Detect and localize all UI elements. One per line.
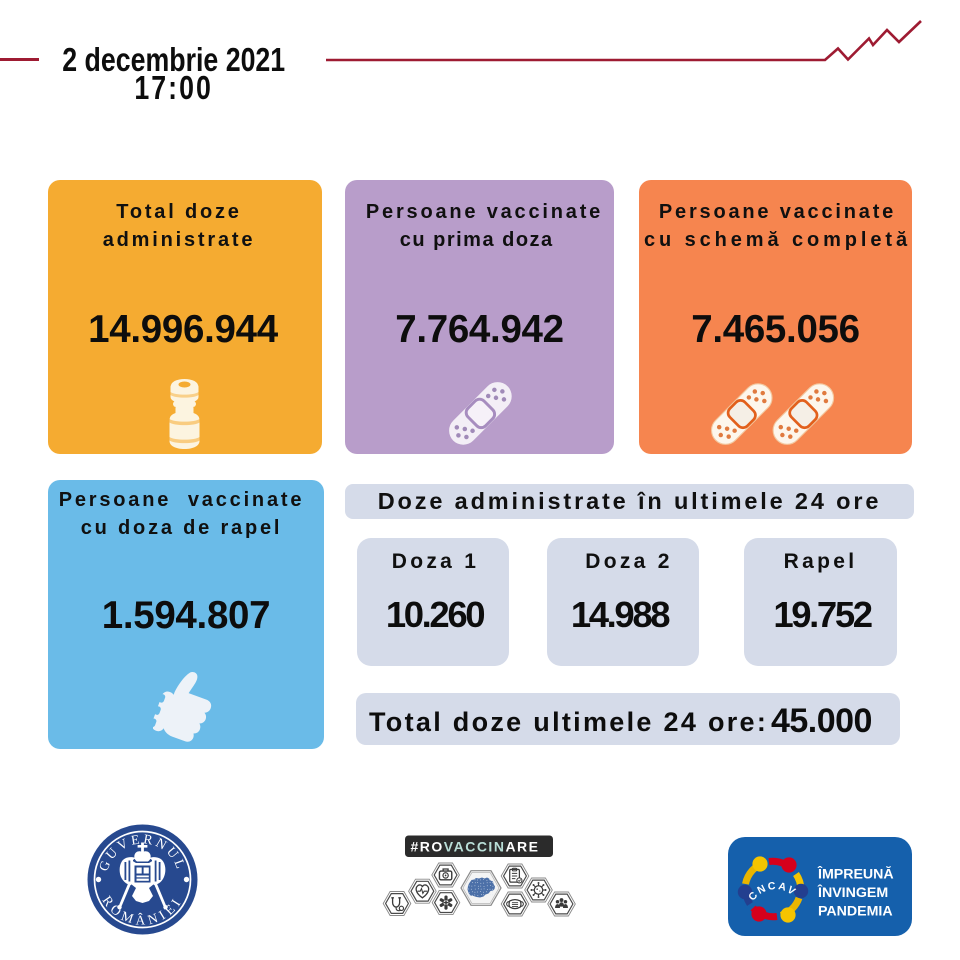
svg-text:#ROVACCINARE: #ROVACCINARE (411, 839, 540, 855)
svg-text:ÎNVINGEM: ÎNVINGEM (817, 883, 888, 901)
svg-text:ÎMPREUNĂ: ÎMPREUNĂ (817, 865, 894, 883)
svg-text:PANDEMIA: PANDEMIA (818, 904, 893, 920)
